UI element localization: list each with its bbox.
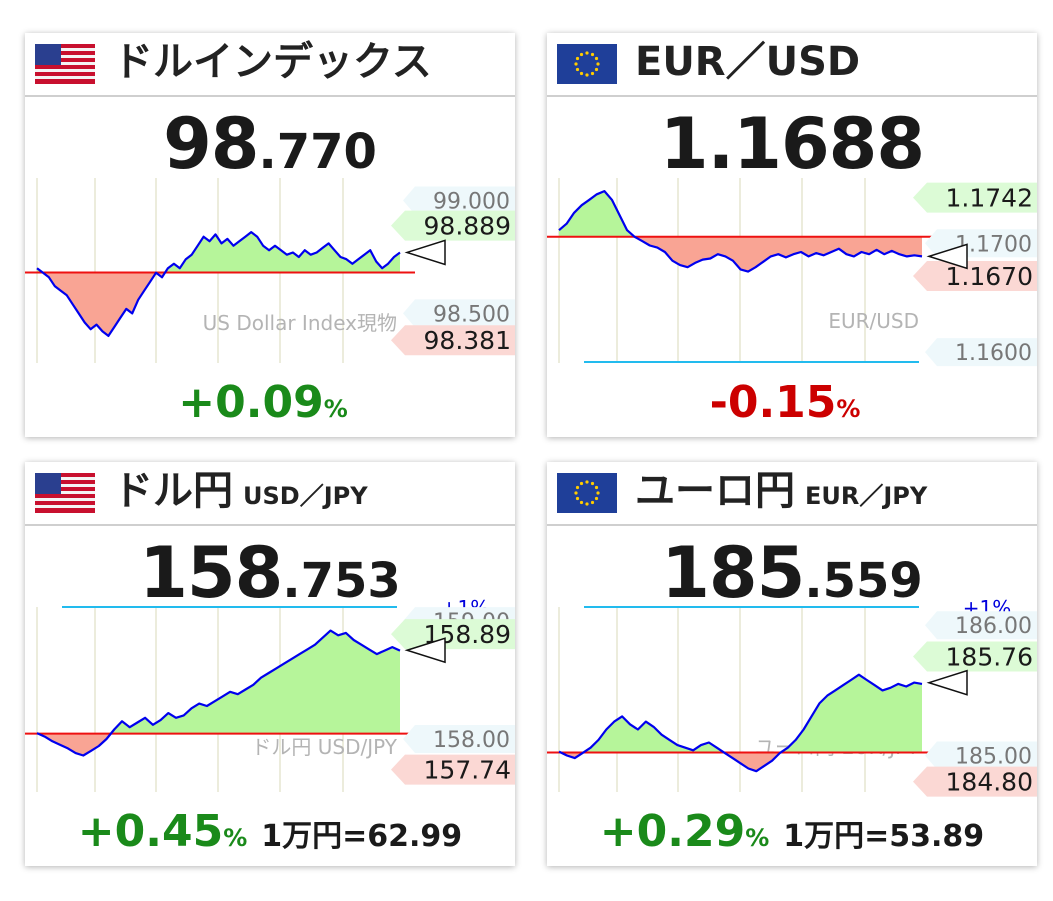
- y-tick-tag: [403, 186, 515, 215]
- area-above-baseline: [559, 191, 635, 237]
- high-tag-bg: [391, 619, 515, 650]
- y-tick-label: 185.00: [955, 745, 1032, 770]
- high-tag-label: 98.889: [424, 212, 511, 241]
- chart-watermark: ドル円 USD/JPY: [251, 735, 397, 759]
- area-below-baseline: [559, 752, 922, 772]
- current-price: 1.1688: [659, 103, 925, 185]
- y-tick-tag: [403, 724, 515, 753]
- chart-watermark: US Dollar Index現物: [203, 311, 397, 335]
- current-price-marker: [926, 243, 968, 270]
- eu-flag-icon: [557, 473, 617, 513]
- price-series-line: [558, 673, 923, 773]
- us-flag-icon: [35, 473, 95, 513]
- low-tag-bg: [391, 325, 515, 356]
- current-price-marker: [404, 637, 446, 664]
- y-tick-label: 98.500: [433, 302, 510, 327]
- low-tag-label: 184.80: [946, 768, 1033, 797]
- intraday-chart: US Dollar Index現物 99.000 98.500 98.889 98.38…: [25, 178, 515, 363]
- pair-title: ドルインデックス: [113, 39, 432, 85]
- area-below-baseline: [42, 272, 166, 336]
- price-series-line: [36, 629, 401, 757]
- current-price-marker: [926, 669, 968, 696]
- us-flag-icon: [35, 44, 95, 84]
- eu-flag-icon: [557, 44, 617, 84]
- panel-header: ドルインデックス: [25, 33, 515, 97]
- low-tag-bg: [391, 754, 515, 785]
- chart-watermark: EUR/USD: [828, 309, 919, 333]
- area-below-baseline: [37, 733, 400, 756]
- eurusd-panel[interactable]: EUR／USD 1.1688 EUR/USD-1%1.17001.16001.1…: [547, 33, 1037, 437]
- y-tick-tag: [925, 741, 1037, 770]
- current-price-marker: [404, 239, 446, 266]
- current-price: 98.770: [163, 103, 377, 185]
- current-price: 185.559: [661, 532, 923, 614]
- low-tag-label: 98.381: [424, 326, 511, 355]
- current-price: 158.753: [139, 532, 401, 614]
- high-tag-label: 185.76: [946, 643, 1033, 672]
- panel-header: ドル円 USD／JPY: [25, 462, 515, 526]
- y-tick-label: 1.1700: [955, 232, 1032, 257]
- area-above-baseline: [37, 630, 400, 734]
- panel-header: EUR／USD: [547, 33, 1037, 97]
- price-series-line: [558, 190, 923, 273]
- y-tick-label: 99.000: [433, 190, 510, 215]
- high-tag-bg: [391, 210, 515, 241]
- y-tick-tag: [403, 299, 515, 328]
- high-tag-label: 1.1742: [946, 184, 1033, 213]
- change-readout: +0.29% 1万円=53.89: [599, 806, 985, 857]
- high-tag-bg: [913, 641, 1037, 672]
- low-tag-label: 157.74: [424, 756, 511, 785]
- change-readout: +0.09%: [178, 377, 348, 428]
- y-tick-tag: [925, 338, 1037, 367]
- price-series-line: [36, 231, 401, 337]
- low-tag-bg: [913, 260, 1037, 291]
- change-readout: +0.45% 1万円=62.99: [77, 806, 463, 857]
- y-tick-label: 1.1600: [955, 341, 1032, 366]
- pair-title: ドル円 USD／JPY: [113, 468, 368, 514]
- area-below-baseline: [559, 236, 922, 272]
- y-tick-label: 158.00: [433, 728, 510, 753]
- pair-title: ユーロ円 EUR／JPY: [635, 468, 928, 514]
- panel-header: ユーロ円 EUR／JPY: [547, 462, 1037, 526]
- low-tag-bg: [913, 766, 1037, 797]
- area-above-baseline: [37, 232, 400, 273]
- y-tick-tag: [925, 611, 1037, 640]
- dollar-index-panel[interactable]: ドルインデックス 98.770 US Dollar Index現物 99.000 9…: [25, 33, 515, 437]
- change-readout: -0.15%: [709, 377, 861, 428]
- high-tag-bg: [913, 182, 1037, 213]
- pair-title: EUR／USD: [635, 39, 861, 85]
- y-tick-label: 186.00: [955, 614, 1032, 639]
